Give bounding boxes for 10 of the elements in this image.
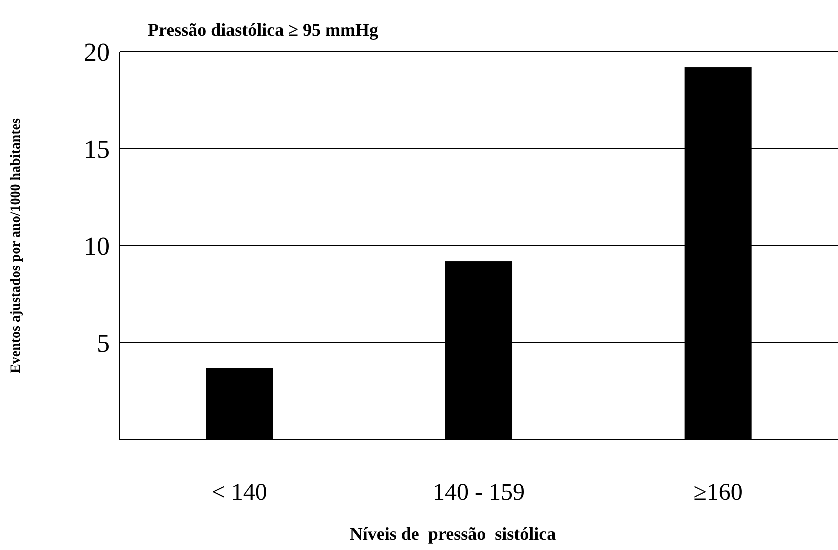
y-tick-label: 5 [97, 329, 110, 358]
y-axis-title: Eventos ajustados por ano/1000 habitantes [9, 118, 24, 374]
chart-title: Pressão diastólica ≥ 95 mmHg [148, 20, 379, 40]
y-tick-label: 20 [84, 38, 110, 68]
x-tick-label: 140 - 159 [433, 480, 525, 506]
y-tick-label: 15 [84, 135, 110, 164]
x-tick-label: ≥160 [694, 480, 743, 506]
y-tick-label: 10 [84, 232, 110, 262]
x-axis-title: Níveis de pressão sistólica [350, 524, 556, 544]
x-tick-label: < 140 [212, 480, 268, 506]
